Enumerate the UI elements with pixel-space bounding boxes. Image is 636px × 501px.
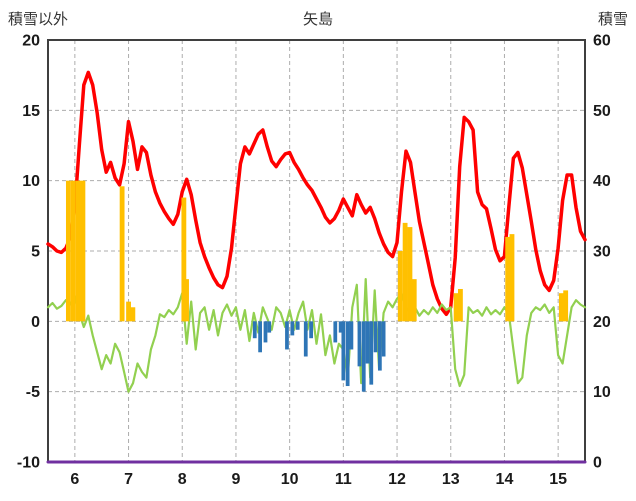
left-axis-tick-label: 0 — [31, 314, 40, 331]
chart-title: 矢島 — [302, 11, 334, 28]
blue-bars-bar — [369, 321, 374, 385]
right-axis-tick-label: 50 — [593, 103, 611, 120]
blue-bars-bar — [373, 321, 378, 353]
left-axis-tick-label: 20 — [22, 33, 40, 50]
blue-bars-bar — [381, 321, 386, 357]
x-axis-tick-label: 12 — [388, 471, 406, 488]
orange-bars-bar — [397, 251, 403, 322]
orange-bars-bar — [453, 293, 459, 322]
orange-bars-bar — [402, 222, 408, 322]
right-axis-tick-label: 30 — [593, 244, 611, 261]
right-axis-tick-label: 40 — [593, 173, 611, 190]
blue-bars-bar — [357, 321, 362, 367]
green-line — [46, 278, 587, 393]
blue-bars-bar — [258, 321, 262, 353]
x-axis-tick-label: 6 — [70, 471, 79, 488]
right-axis-tick-label: 0 — [593, 455, 602, 472]
orange-bars-bar — [184, 279, 189, 322]
orange-bars-bar — [126, 301, 131, 322]
x-axis-tick-label: 13 — [442, 471, 460, 488]
x-axis-tick-label: 9 — [231, 471, 240, 488]
right-axis-tick-label: 20 — [593, 314, 611, 331]
x-axis-tick-label: 14 — [496, 471, 514, 488]
orange-bars-bar — [563, 290, 569, 322]
orange-bars-bar — [411, 279, 417, 322]
blue-bars-bar — [349, 321, 354, 350]
x-axis-tick-label: 11 — [335, 471, 352, 488]
x-axis-tick-label: 8 — [178, 471, 187, 488]
orange-bars-bar — [70, 180, 76, 322]
blue-bars-bar — [365, 321, 370, 364]
blue-bars-bar — [341, 321, 346, 381]
blue-bars-bar — [290, 321, 295, 336]
x-axis-tick-label: 10 — [281, 471, 299, 488]
blue-bars-bar — [295, 321, 300, 330]
blue-bars-bar — [361, 321, 366, 392]
left-axis-title: 積雪以外 — [8, 11, 69, 28]
blue-bars-bar — [309, 321, 314, 339]
orange-bars-bar — [75, 180, 81, 322]
left-axis-tick-label: -10 — [17, 455, 40, 472]
blue-bars-bar — [267, 321, 272, 333]
left-axis-tick-label: 10 — [22, 173, 40, 190]
blue-bars-bar — [345, 321, 350, 387]
blue-bars-bar — [377, 321, 382, 371]
x-axis-tick-label: 7 — [124, 471, 133, 488]
right-axis-tick-label: 10 — [593, 384, 611, 401]
red-line — [46, 70, 587, 317]
orange-bars-bar — [457, 288, 463, 322]
left-axis-tick-label: -5 — [26, 384, 40, 401]
blue-bars-bar — [303, 321, 308, 357]
orange-bars-bar — [505, 236, 511, 322]
orange-bars-bar — [130, 307, 136, 322]
blue-bars-bar — [252, 321, 257, 339]
left-axis-tick-label: 5 — [31, 244, 40, 261]
left-axis-tick-label: 15 — [22, 103, 40, 120]
orange-bars-bar — [407, 227, 413, 322]
orange-bars-bar — [509, 234, 515, 322]
blue-bars-bar — [263, 321, 268, 343]
blue-bars-bar — [333, 321, 338, 343]
orange-bars-bar — [80, 180, 86, 322]
orange-bars-bar — [558, 293, 564, 322]
orange-bars-bar — [65, 180, 71, 322]
right-axis-title: 積雪 — [597, 11, 628, 28]
blue-bars-bar — [285, 321, 289, 350]
x-axis-tick-label: 15 — [549, 471, 567, 488]
right-axis-tick-label: 60 — [593, 33, 611, 50]
blue-bars-bar — [338, 321, 343, 333]
orange-bars-bar — [119, 186, 125, 322]
orange-bars-bar — [181, 197, 187, 322]
